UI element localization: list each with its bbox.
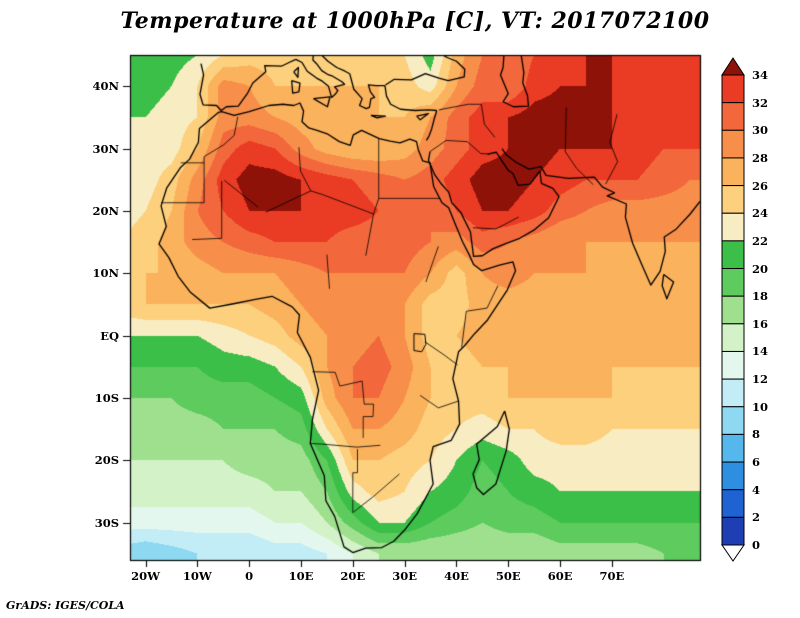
- chart-title: Temperature at 1000hPa [C], VT: 20170721…: [120, 8, 710, 34]
- y-axis-tick-label: 30N: [92, 141, 119, 156]
- colorbar-tick-label: 26: [752, 178, 769, 193]
- x-axis-tick-label: 70E: [599, 569, 625, 583]
- x-axis-tick-label: 50E: [495, 569, 521, 583]
- colorbar-tick-label: 12: [752, 372, 769, 387]
- x-axis-tick-label: 20E: [340, 569, 366, 583]
- x-axis-tick-label: 30E: [392, 569, 418, 583]
- colorbar-tick-label: 24: [752, 206, 769, 221]
- colorbar-tick-label: 22: [752, 233, 769, 248]
- y-axis-tick-label: 10S: [94, 390, 119, 405]
- colorbar-tick-label: 6: [752, 455, 761, 470]
- grads-credit: GrADS: IGES/COLA: [6, 599, 125, 612]
- x-axis-tick-label: 0: [245, 569, 254, 583]
- colorbar-svg: [721, 57, 745, 562]
- y-axis-tick-label: EQ: [100, 328, 119, 343]
- colorbar-tick-label: 10: [752, 399, 769, 414]
- colorbar-tick-label: 14: [752, 344, 769, 359]
- colorbar-tick-label: 28: [752, 150, 769, 165]
- y-axis-tick-label: 30S: [94, 515, 119, 530]
- x-axis-tick-label: 10E: [288, 569, 314, 583]
- colorbar-tick-label: 4: [752, 482, 761, 497]
- x-axis-tick-label: 10W: [182, 569, 212, 583]
- x-axis-tick-label: 60E: [547, 569, 573, 583]
- colorbar-tick-label: 34: [752, 68, 769, 82]
- colorbar-tick-label: 16: [752, 316, 769, 331]
- x-axis-tick-label: 40E: [444, 569, 469, 583]
- y-axis-tick-label: 40N: [92, 79, 119, 94]
- y-axis-tick-label: 20S: [94, 453, 119, 468]
- colorbar-tick-label: 30: [752, 123, 769, 138]
- colorbar-tick-label: 32: [752, 95, 769, 110]
- colorbar-tick-label: 18: [752, 289, 769, 304]
- y-axis-tick-label: 10N: [92, 266, 119, 281]
- colorbar-tick-label: 8: [752, 427, 761, 442]
- colorbar-tick-label: 20: [752, 261, 769, 276]
- colorbar-tick-label: 0: [752, 538, 761, 552]
- colorbar-tick-label: 2: [752, 510, 761, 525]
- y-axis-tick-label: 20N: [92, 203, 119, 218]
- x-axis-tick-label: 20W: [131, 569, 160, 583]
